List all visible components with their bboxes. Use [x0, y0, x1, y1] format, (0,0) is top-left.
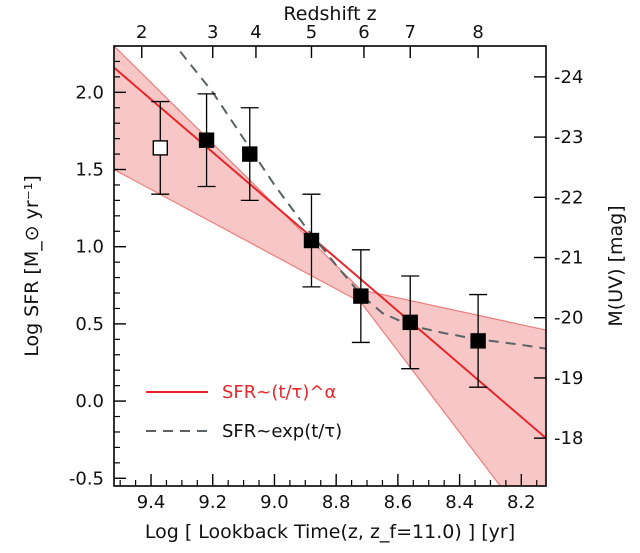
plot-frame	[113, 45, 547, 487]
filled-square-marker	[353, 288, 369, 304]
right-tick-label: -22	[554, 187, 583, 208]
x-tick-label: 9.0	[260, 492, 289, 513]
confidence-band-layer	[114, 46, 546, 486]
x-tick-label: 8.4	[445, 492, 474, 513]
right-axis-title: M(UV) [mag]	[605, 205, 627, 326]
y-tick-label: 2.0	[75, 82, 104, 103]
top-tick-label: 4	[250, 22, 261, 43]
y-tick-label: 0.0	[75, 391, 104, 412]
top-tick-label: 8	[472, 22, 483, 43]
legend-label-exponential: SFR~exp(t/τ)	[222, 421, 342, 442]
exponential-fit-line	[114, 66, 546, 439]
x-axis-title: Log [ Lookback Time(z, z_f=11.0) ] [yr]	[145, 521, 515, 543]
filled-square-marker	[198, 132, 215, 148]
data-points-layer	[151, 93, 488, 388]
top-tick-label: 6	[358, 22, 369, 43]
y-tick-label: -0.5	[69, 468, 104, 489]
right-tick-label: -23	[554, 127, 583, 148]
confidence-band	[114, 46, 546, 486]
axis-ticks-layer: 9.4 9.2 9.0 8.8 8.6 8.4 8.2 -0.5 0.0 0.5 1.0 1.5 2.0…	[69, 22, 584, 513]
x-tick-label: 9.4	[137, 492, 166, 513]
right-tick-label: -24	[554, 67, 583, 88]
right-tick-label: -19	[554, 368, 583, 389]
filled-square-marker	[470, 333, 486, 349]
filled-square-marker	[242, 146, 258, 162]
y-tick-label: 0.5	[75, 314, 104, 335]
filled-square-marker	[402, 314, 418, 331]
x-tick-label: 8.6	[384, 492, 413, 513]
x-tick-label: 9.2	[198, 492, 227, 513]
right-tick-label: -21	[554, 248, 583, 269]
legend-label-power-law: SFR~(t/τ)^α	[222, 382, 336, 403]
top-axis-title: Redshift z	[283, 3, 376, 25]
y-tick-label: 1.5	[75, 160, 104, 181]
top-tick-label: 5	[306, 22, 317, 43]
top-tick-label: 3	[207, 22, 218, 43]
y-axis-title: Log SFR [M_⊙ yr⁻¹]	[21, 175, 43, 357]
filled-square-marker	[303, 232, 320, 249]
y-tick-label: 1.0	[75, 237, 104, 258]
right-tick-label: -20	[554, 308, 583, 329]
x-tick-label: 8.8	[322, 492, 351, 513]
right-tick-label: -18	[554, 428, 583, 449]
open-square-marker	[152, 140, 168, 156]
x-tick-label: 8.2	[507, 492, 536, 513]
legend: SFR~(t/τ)^α SFR~exp(t/τ)	[146, 382, 342, 442]
top-tick-label: 7	[405, 22, 416, 43]
top-tick-label: 2	[136, 22, 147, 43]
